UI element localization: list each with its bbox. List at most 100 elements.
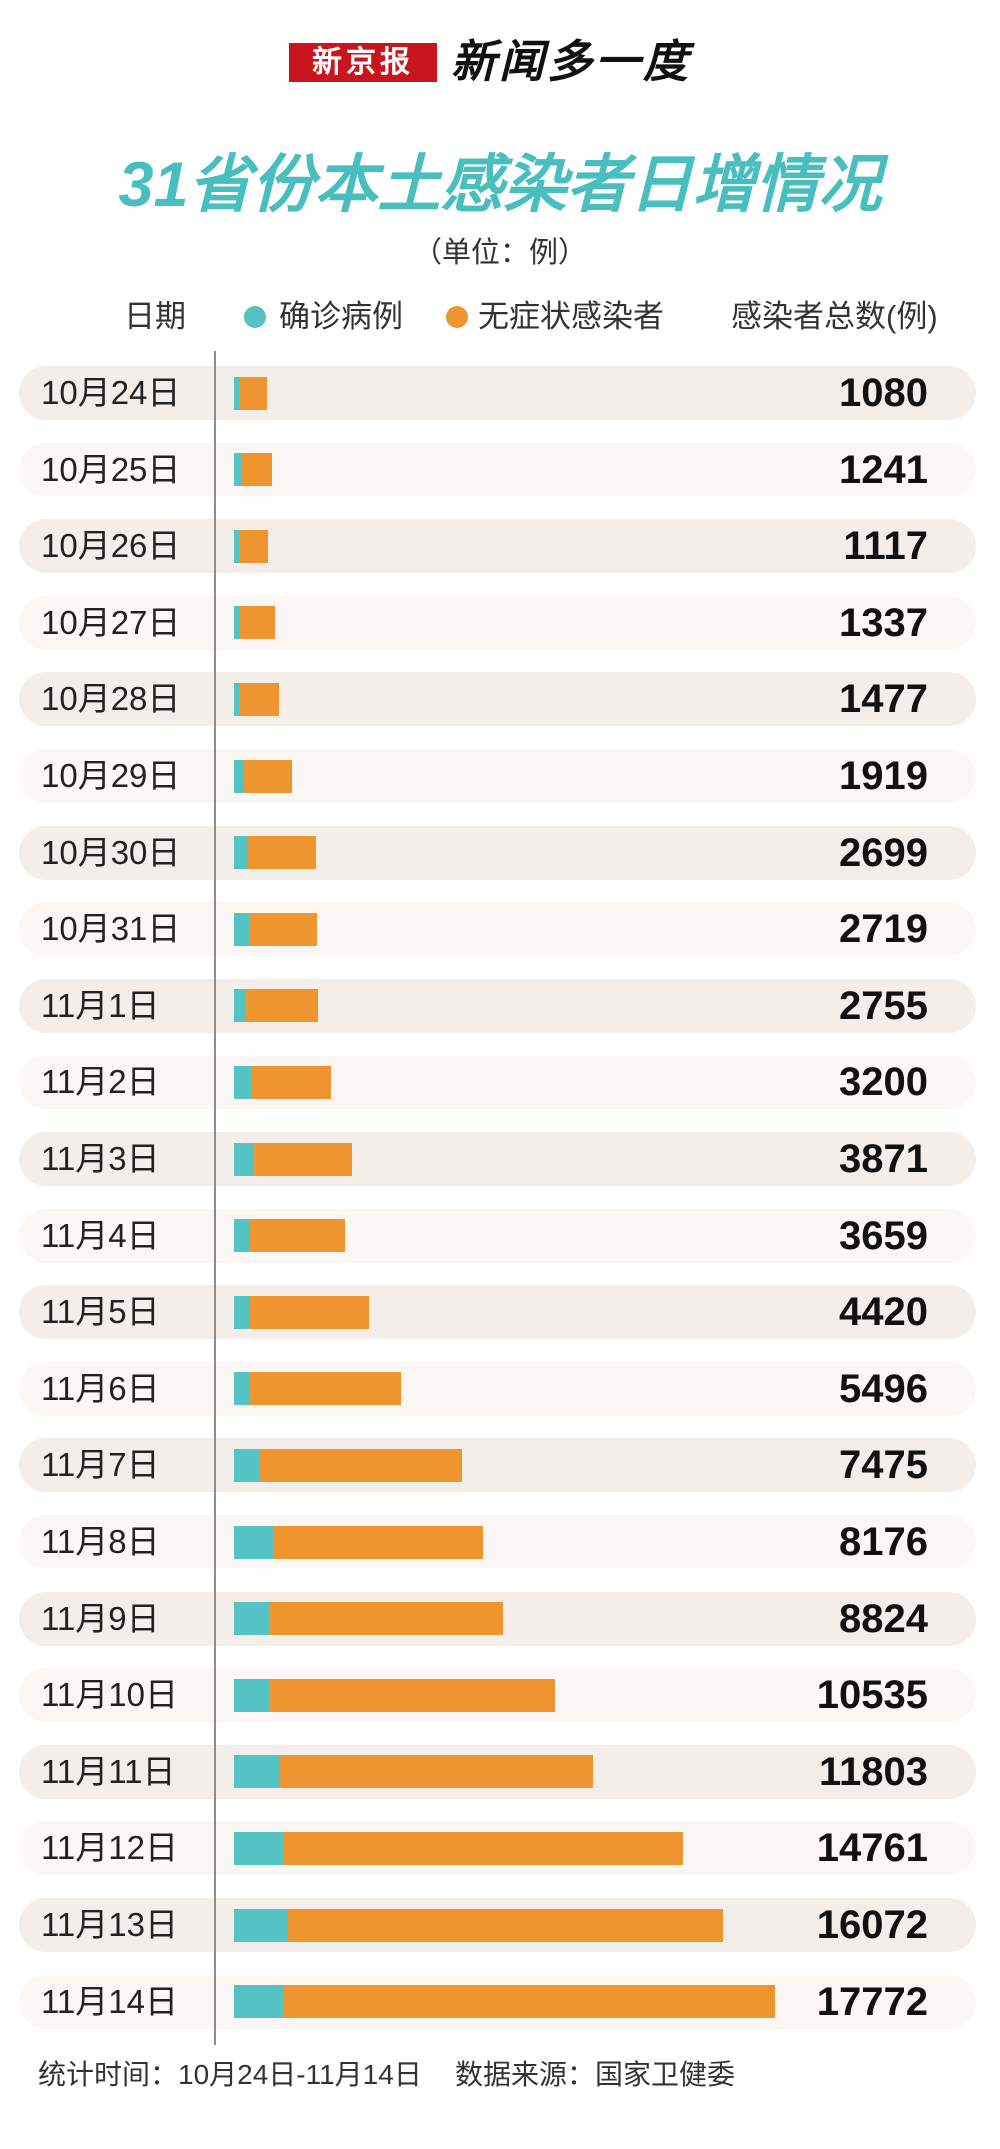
total-label: 10535	[816, 1673, 928, 1718]
chart-row: 11月3日 3871	[19, 1132, 976, 1186]
date-label: 11月10日	[41, 1676, 178, 1714]
date-column-header: 日期	[124, 299, 186, 334]
confirmed-bar-segment	[234, 1908, 288, 1942]
total-label: 1241	[839, 447, 928, 492]
chart-row: 10月31日 2719	[19, 902, 976, 957]
date-label: 11月8日	[41, 1523, 160, 1560]
confirmed-bar-segment	[234, 682, 241, 716]
total-label: 3871	[839, 1137, 928, 1181]
asymptomatic-bar-segment	[244, 759, 293, 793]
total-label: 1080	[839, 371, 928, 415]
date-label: 11月2日	[41, 1063, 160, 1101]
total-label: 4420	[839, 1290, 928, 1335]
chart-row: 10月24日 1080	[19, 366, 976, 420]
total-label: 1117	[843, 524, 928, 569]
confirmed-legend-swatch	[244, 306, 266, 328]
confirmed-bar-segment	[234, 1372, 251, 1406]
chart-row: 11月12日 14761	[19, 1821, 976, 1876]
confirmed-bar-segment	[234, 1525, 273, 1559]
asymptomatic-bar-segment	[239, 376, 267, 410]
date-label: 11月1日	[41, 986, 160, 1024]
asymptomatic-legend-label: 无症状感染者	[478, 299, 664, 334]
confirmed-bar-segment	[234, 1985, 283, 2019]
chart-row: 10月25日 1241	[19, 442, 976, 497]
asymptomatic-bar-segment	[253, 1142, 352, 1176]
chart-row: 11月2日 3200	[19, 1055, 976, 1110]
confirmed-bar-segment	[234, 836, 247, 870]
date-label: 10月29日	[41, 757, 181, 794]
confirmed-bar-segment	[234, 1602, 269, 1636]
asymptomatic-bar-segment	[258, 1448, 462, 1482]
brand-name: 新闻多一度	[451, 36, 692, 87]
asymptomatic-bar-segment	[240, 606, 275, 640]
total-label: 3200	[839, 1060, 928, 1105]
total-label: 8176	[839, 1520, 928, 1564]
chart-row: 11月6日 5496	[19, 1361, 976, 1416]
asymptomatic-bar-segment	[238, 529, 268, 563]
date-label: 10月24日	[41, 374, 181, 411]
date-label: 11月11日	[41, 1752, 176, 1790]
date-label: 11月6日	[41, 1369, 160, 1407]
total-label: 16072	[816, 1903, 928, 1947]
asymptomatic-bar-segment	[279, 1755, 594, 1789]
confirmed-bar-segment	[234, 529, 239, 563]
chart-row: 10月30日 2699	[19, 825, 976, 880]
asymptomatic-bar-segment	[248, 912, 317, 946]
confirmed-bar-segment	[234, 453, 241, 487]
total-label: 2699	[839, 830, 928, 875]
total-label: 5496	[839, 1366, 928, 1411]
newspaper-logo: 新京报	[289, 43, 437, 82]
asymptomatic-bar-segment	[250, 1065, 332, 1099]
confirmed-legend-label: 确诊病例	[279, 299, 403, 334]
total-label: 8824	[839, 1596, 928, 1641]
confirmed-bar-segment	[234, 759, 245, 793]
date-label: 10月27日	[41, 603, 181, 641]
chart-unit: （单位：例）	[412, 237, 587, 269]
confirmed-bar-segment	[234, 912, 249, 946]
confirmed-bar-segment	[234, 1219, 251, 1253]
total-label: 2755	[839, 983, 928, 1028]
chart-row: 11月1日 2755	[19, 978, 976, 1033]
date-label: 10月28日	[41, 680, 181, 718]
chart-row: 11月4日 3659	[19, 1208, 976, 1263]
chart-row: 11月10日 10535	[19, 1668, 976, 1723]
asymptomatic-bar-segment	[250, 1219, 346, 1253]
chart-row: 11月11日 11803	[19, 1744, 976, 1799]
confirmed-bar-segment	[234, 1831, 284, 1865]
date-label: 11月13日	[41, 1906, 178, 1943]
chart-row: 10月27日 1337	[19, 595, 976, 650]
asymptomatic-bar-segment	[249, 1295, 369, 1329]
asymptomatic-bar-segment	[250, 1372, 402, 1406]
total-label: 7475	[839, 1443, 928, 1488]
date-label: 11月4日	[41, 1216, 160, 1254]
asymptomatic-legend-swatch	[446, 306, 468, 328]
chart-title: 31省份本土感染者日增情况	[118, 150, 882, 220]
total-label: 11803	[818, 1749, 928, 1794]
date-label: 11月5日	[41, 1293, 160, 1331]
date-label: 11月7日	[41, 1446, 160, 1484]
total-label: 17772	[816, 1979, 928, 2024]
date-label: 11月12日	[41, 1829, 178, 1867]
date-label: 10月30日	[41, 833, 181, 871]
axis-divider	[214, 351, 216, 2045]
total-column-header: 感染者总数(例)	[731, 299, 938, 334]
statistics-period: 统计时间：10月24日-11月14日	[38, 2059, 422, 2090]
asymptomatic-bar-segment	[246, 836, 317, 870]
chart-row: 11月7日 7475	[19, 1438, 976, 1493]
chart-row: 11月13日 16072	[19, 1898, 976, 1952]
confirmed-bar-segment	[234, 1295, 250, 1329]
data-source: 数据来源：国家卫健委	[455, 2059, 736, 2090]
chart-row: 11月8日 8176	[19, 1515, 976, 1569]
total-label: 1477	[839, 677, 928, 722]
asymptomatic-bar-segment	[240, 682, 279, 716]
confirmed-bar-segment	[234, 989, 246, 1023]
asymptomatic-bar-segment	[268, 1602, 503, 1636]
asymptomatic-bar-segment	[245, 989, 318, 1023]
chart-row: 10月26日 1117	[19, 519, 976, 574]
date-label: 11月14日	[41, 1982, 178, 2020]
total-label: 14761	[816, 1826, 928, 1871]
confirmed-bar-segment	[234, 1142, 254, 1176]
asymptomatic-bar-segment	[287, 1908, 724, 1942]
date-label: 10月26日	[41, 527, 181, 565]
